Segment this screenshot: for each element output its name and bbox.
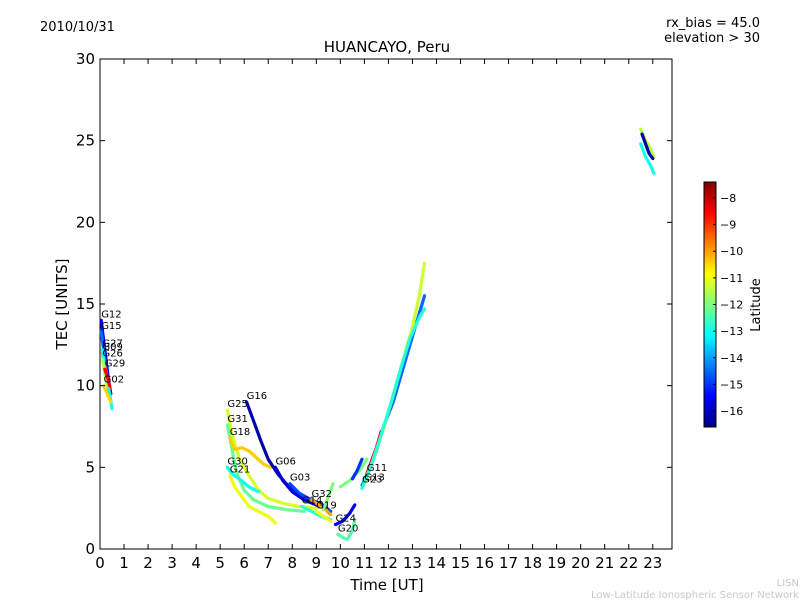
colorbar-tick-label: −10 — [720, 245, 743, 258]
satellite-label-g06: G06 — [275, 456, 295, 467]
satellite-label-g20: G20 — [338, 523, 358, 534]
rx-bias-label: rx_bias = 45.0 — [666, 16, 760, 31]
y-tick-label: 20 — [76, 213, 95, 231]
series-trace-g24 — [333, 503, 357, 527]
satellite-label-g30: G30 — [227, 456, 247, 467]
series-trace-unlabeled-23 — [360, 307, 427, 491]
colorbar-tick-label: −16 — [720, 405, 743, 418]
x-tick-label: 2 — [143, 554, 153, 572]
x-tick-label: 1 — [119, 554, 129, 572]
satellite-label-g19: G19 — [316, 500, 336, 511]
x-tick-label: 20 — [571, 554, 590, 572]
x-tick-label: 3 — [167, 554, 177, 572]
colorbar-tick-label: −9 — [720, 219, 736, 232]
footer-lisn: LISN — [777, 578, 799, 589]
series-trace-g31 — [225, 423, 306, 513]
x-tick-label: 21 — [595, 554, 614, 572]
satellite-label-g27: G27 — [102, 339, 122, 350]
elevation-label: elevation > 30 — [664, 31, 760, 46]
satellite-label-g31: G31 — [227, 414, 247, 425]
series-trace-g18 — [228, 436, 273, 469]
satellite-label-g29: G29 — [105, 358, 125, 369]
y-tick-label: 5 — [85, 458, 95, 476]
x-tick-label: 0 — [95, 554, 105, 572]
x-tick-label: 14 — [427, 554, 446, 572]
satellite-label-g25: G25 — [227, 399, 247, 410]
satellite-label-g11: G11 — [367, 463, 387, 474]
satellite-label-g24: G24 — [336, 514, 356, 525]
x-tick-label: 18 — [523, 554, 542, 572]
satellite-label-g09: G09 — [102, 342, 122, 353]
colorbar-label: Latitude — [749, 278, 764, 332]
satellite-label-g15: G15 — [101, 321, 121, 332]
series-trace-g30 — [225, 465, 261, 494]
colorbar-tick-label: −8 — [720, 192, 736, 205]
x-tick-label: 8 — [287, 554, 297, 572]
colorbar-tick-label: −13 — [720, 325, 743, 338]
y-tick-label: 10 — [76, 377, 95, 395]
x-tick-label: 19 — [547, 554, 566, 572]
plot-area — [99, 58, 673, 550]
y-axis-ticks: 0 5 10 15 20 25 30 — [76, 50, 672, 558]
series-trace-g02 — [101, 384, 113, 404]
colorbar-tick-label: −12 — [720, 299, 743, 312]
x-tick-label: 6 — [239, 554, 249, 572]
colorbar-tick-label: −14 — [720, 352, 743, 365]
series-trace-g19 — [314, 509, 333, 523]
satellite-label-g12: G12 — [101, 309, 121, 320]
x-tick-label: 16 — [475, 554, 494, 572]
satellite-label-g18: G18 — [230, 427, 250, 438]
x-tick-label: 4 — [191, 554, 201, 572]
y-tick-label: 15 — [76, 295, 95, 313]
satellite-label-g26: G26 — [102, 349, 122, 360]
colorbar-tick-label: −11 — [720, 272, 743, 285]
series-trace-g20 — [336, 517, 357, 541]
x-tick-label: 7 — [263, 554, 273, 572]
satellite-label-g23: G23 — [362, 474, 382, 485]
series-trace-g32 — [309, 498, 333, 517]
satellite-label-g16: G16 — [247, 391, 267, 402]
series-trace-g29 — [103, 367, 112, 388]
x-axis-ticks: 0 1 2 3 4 5 6 7 8 9 10 11 12 13 14 15 16 17 18 19 20 21 22 23 — [95, 59, 662, 572]
footer-network: Low-Latitude Ionospheric Sensor Network — [591, 590, 799, 600]
satellite-label-g14: G14 — [302, 496, 322, 507]
data-layer — [99, 127, 656, 541]
y-tick-label: 0 — [85, 540, 95, 558]
satellite-label-g03: G03 — [290, 473, 310, 484]
x-tick-label: 22 — [619, 554, 638, 572]
x-tick-label: 13 — [403, 554, 422, 572]
satellite-label-g21: G21 — [230, 465, 250, 476]
x-tick-label: 17 — [499, 554, 518, 572]
x-axis-label: Time [UT] — [349, 576, 423, 594]
y-tick-label: 30 — [76, 50, 95, 68]
series-trace-unlabeled-25 — [350, 457, 364, 481]
y-tick-label: 25 — [76, 132, 95, 150]
chart-title: HUANCAYO, Peru — [324, 38, 450, 56]
satellite-label-g32: G32 — [311, 489, 331, 500]
x-tick-label: 12 — [379, 554, 398, 572]
series-trace-unlabeled-28 — [639, 142, 656, 175]
x-tick-label: 11 — [355, 554, 374, 572]
colorbar-ticks: −8 −9 −10 −11 −12 −13 −14 −15 −16 — [713, 192, 743, 418]
x-tick-label: 9 — [312, 554, 322, 572]
date-label: 2010/10/31 — [40, 20, 115, 35]
x-tick-label: 15 — [451, 554, 470, 572]
colorbar-tick-label: −15 — [720, 378, 743, 391]
satellite-label-g02: G02 — [104, 375, 124, 386]
series-trace-unlabeled-26 — [321, 482, 335, 512]
x-tick-label: 23 — [643, 554, 662, 572]
x-tick-label: 10 — [331, 554, 350, 572]
x-tick-label: 5 — [215, 554, 225, 572]
series-trace-g21 — [228, 473, 277, 525]
series-trace-unlabeled-29 — [640, 132, 655, 161]
y-axis-label: TEC [UNITS] — [53, 259, 71, 351]
satellite-label-g13: G13 — [364, 473, 384, 484]
